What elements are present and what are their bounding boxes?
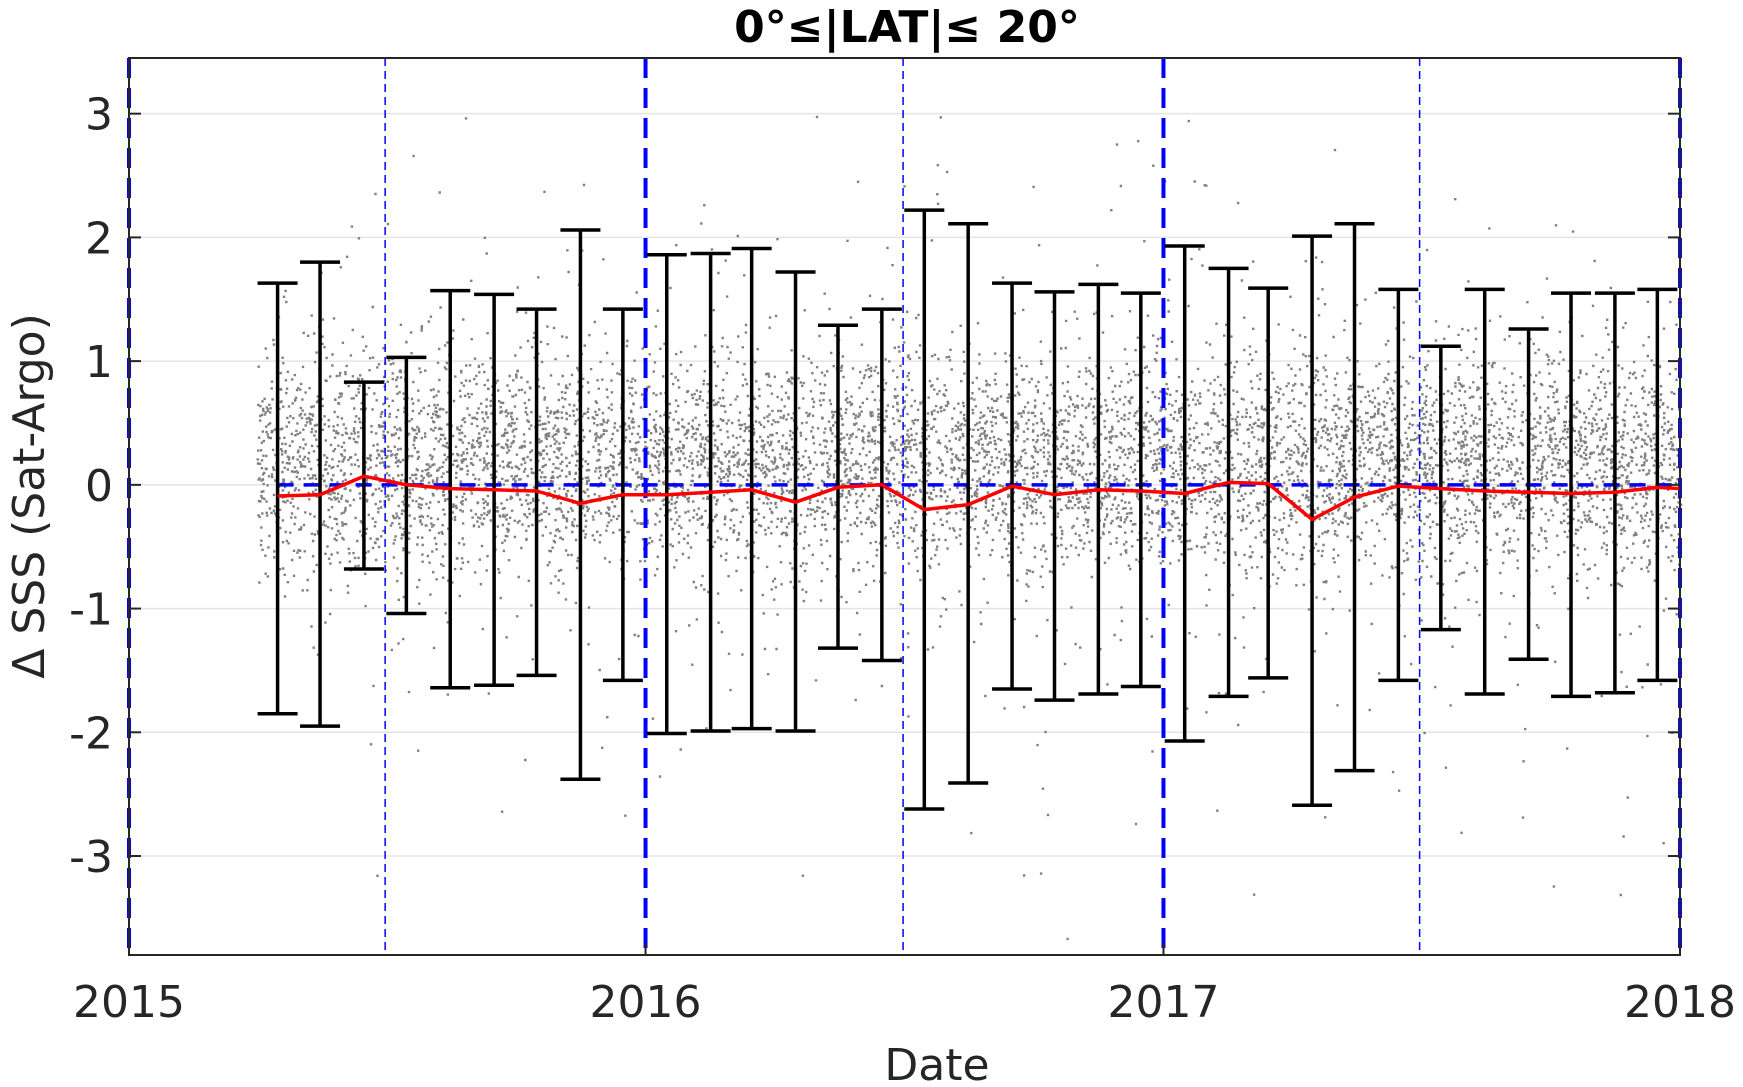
x-tick-label: 2017	[1107, 977, 1219, 1028]
y-axis-ticks: 3 2 1 0 -1 -2 -3	[69, 90, 1680, 883]
mean-line	[277, 474, 1681, 522]
x-axis-ticks: 2015 2016 2017 2018	[73, 943, 1736, 1028]
y-tick-label: 3	[85, 90, 113, 141]
x-tick-label: 2018	[1624, 977, 1736, 1028]
y-tick-label: -1	[69, 585, 113, 636]
y-tick-label: -2	[69, 708, 113, 759]
x-tick-label: 2016	[590, 977, 702, 1028]
boundary-lines	[127, 58, 1682, 955]
y-tick-label: 2	[85, 213, 113, 264]
plot-frame	[128, 57, 1681, 956]
chart-title: 0°≤|LAT|≤ 20°	[734, 2, 1080, 53]
y-axis-label: Δ SSS (Sat-Argo)	[4, 313, 55, 679]
y-tick-label: -3	[69, 832, 113, 883]
mean-line-group	[277, 474, 1681, 522]
x-axis-label: Date	[884, 1040, 989, 1087]
y-tick-label: 1	[85, 337, 113, 388]
y-tick-label: 0	[85, 461, 113, 512]
x-tick-label: 2015	[73, 977, 185, 1028]
